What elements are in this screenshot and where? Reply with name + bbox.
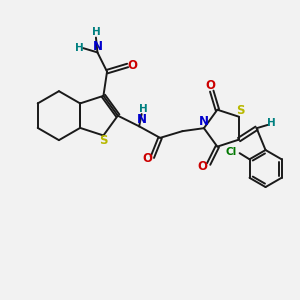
Text: O: O [205, 79, 215, 92]
Text: S: S [99, 134, 108, 147]
Text: N: N [199, 115, 209, 128]
Text: O: O [142, 152, 152, 165]
Text: H: H [75, 43, 84, 53]
Text: O: O [198, 160, 208, 173]
Text: S: S [236, 104, 245, 117]
Text: H: H [92, 28, 100, 38]
Text: H: H [139, 104, 148, 114]
Text: H: H [267, 118, 275, 128]
Text: N: N [92, 40, 102, 53]
Text: Cl: Cl [225, 147, 236, 157]
Text: N: N [136, 113, 147, 126]
Text: O: O [128, 59, 138, 72]
